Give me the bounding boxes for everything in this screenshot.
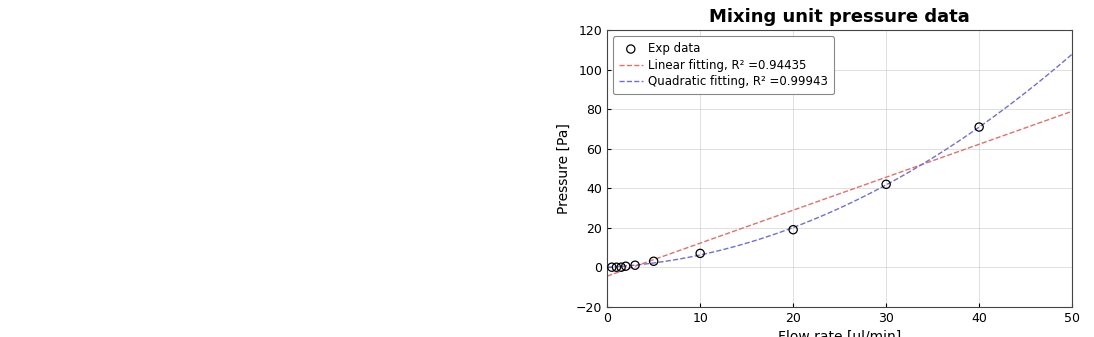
- Line: Quadratic fitting, R² =0.99943: Quadratic fitting, R² =0.99943: [607, 54, 1072, 267]
- Exp data: [626, 263, 643, 268]
- Exp data: [608, 265, 626, 270]
- Legend: Exp data, Linear fitting, R² =0.94435, Quadratic fitting, R² =0.99943: Exp data, Linear fitting, R² =0.94435, Q…: [613, 36, 835, 94]
- Linear fitting, R² =0.94435: [784, 209, 798, 213]
- Quadratic fitting, R² =0.99943: [939, 148, 952, 152]
- X-axis label: Flow rate [μl/min]: Flow rate [μl/min]: [778, 330, 901, 337]
- Title: Mixing unit pressure data: Mixing unit pressure data: [709, 8, 970, 26]
- Quadratic fitting, R² =0.99943: [752, 238, 765, 242]
- Quadratic fitting, R² =0.99943: [936, 150, 950, 154]
- Linear fitting, R² =0.94435: [1066, 109, 1079, 113]
- Exp data: [691, 251, 709, 256]
- Quadratic fitting, R² =0.99943: [1066, 52, 1079, 56]
- Linear fitting, R² =0.94435: [936, 155, 950, 159]
- Quadratic fitting, R² =0.99943: [656, 259, 670, 264]
- Exp data: [603, 265, 620, 270]
- Quadratic fitting, R² =0.99943: [893, 176, 906, 180]
- Exp data: [784, 227, 802, 233]
- Exp data: [877, 182, 895, 187]
- Quadratic fitting, R² =0.99943: [601, 265, 614, 269]
- Exp data: [970, 124, 988, 130]
- Y-axis label: Pressure [Pa]: Pressure [Pa]: [557, 123, 570, 214]
- Exp data: [645, 258, 663, 264]
- Line: Linear fitting, R² =0.94435: Linear fitting, R² =0.94435: [607, 111, 1072, 276]
- Linear fitting, R² =0.94435: [601, 274, 614, 278]
- Linear fitting, R² =0.94435: [893, 171, 906, 175]
- Exp data: [613, 265, 630, 270]
- Linear fitting, R² =0.94435: [656, 254, 670, 258]
- Linear fitting, R² =0.94435: [939, 154, 952, 158]
- Exp data: [617, 264, 635, 269]
- Quadratic fitting, R² =0.99943: [784, 226, 798, 230]
- Linear fitting, R² =0.94435: [752, 220, 765, 224]
